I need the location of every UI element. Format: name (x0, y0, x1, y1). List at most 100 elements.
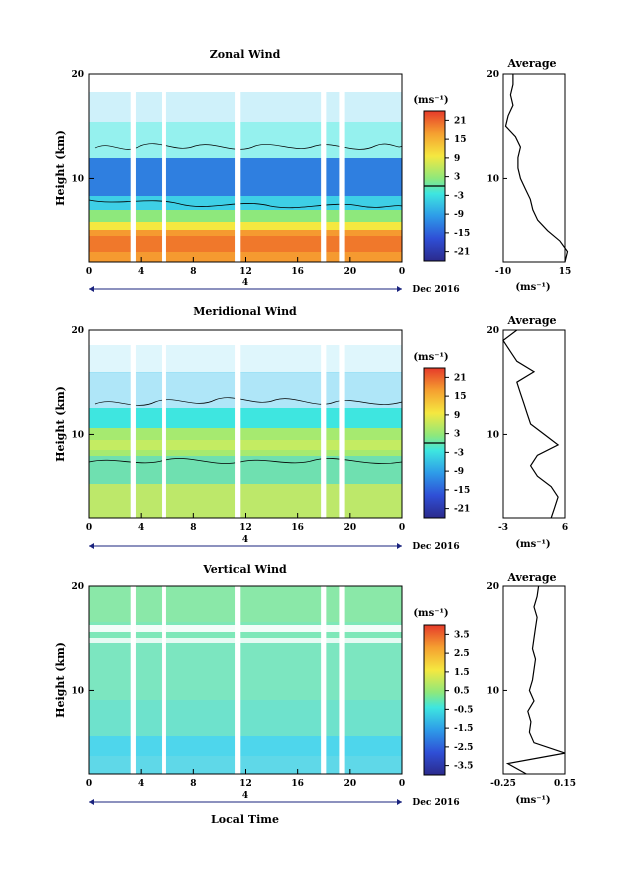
vertical-date-day: 4 (242, 791, 248, 801)
vertical-x-tick-2: 8 (190, 779, 196, 789)
meridional-avg-xlabel: (ms⁻¹) (515, 539, 550, 550)
zonal-plot-area (88, 73, 403, 263)
zonal-x-tick-0: 0 (86, 267, 92, 277)
meridional-cb-tick-1: 15 (454, 392, 467, 402)
meridional-avg-x-ticks: -3 6 (498, 513, 568, 533)
meridional-x-tick-4: 16 (291, 523, 304, 533)
vertical-x-tick-3: 12 (239, 779, 252, 789)
meridional-band-yellowish (89, 440, 402, 450)
meridional-x-ticks: 0 4 8 12 16 20 0 (86, 513, 405, 533)
vertical-plot-area (88, 585, 403, 775)
zonal-avg-y-tick-0: 20 (486, 70, 499, 80)
zonal-cb-tick-6: -15 (454, 229, 470, 239)
zonal-cb-units: (ms⁻¹) (413, 95, 448, 106)
zonal-date-day: 4 (242, 278, 248, 288)
vertical-cb-gradient (423, 624, 446, 776)
zonal-avg-x-ticks: -10 15 (495, 257, 571, 277)
vertical-y-tick-1: 10 (71, 686, 84, 696)
vertical-x-tick-1: 4 (138, 779, 144, 789)
zonal-title: Zonal Wind (210, 48, 281, 61)
vertical-date-label: Dec 2016 (412, 798, 459, 808)
zonal-avg-title: Average (506, 57, 556, 70)
vertical-white-band-2 (89, 638, 402, 643)
zonal-contour (88, 199, 403, 209)
meridional-gap-3 (321, 330, 327, 518)
vertical-white-band-1 (89, 625, 402, 632)
zonal-colorbar: (ms⁻¹) 21 15 9 3 -3 -9 -15 -21 (413, 95, 470, 262)
vertical-avg-xlabel: (ms⁻¹) (515, 795, 550, 806)
meridional-avg-x-tick-1: 6 (562, 523, 568, 533)
meridional-cb-tick-7: -21 (454, 505, 470, 515)
zonal-x-tick-2: 8 (190, 267, 196, 277)
meridional-x-tick-6: 0 (399, 523, 405, 533)
zonal-gap-2 (235, 74, 241, 262)
meridional-cb-tick-3: 3 (454, 430, 460, 440)
meridional-cb-tick-6: -15 (454, 486, 470, 496)
vertical-avg-x-tick-1: 0.15 (554, 779, 576, 789)
meridional-gap-1 (162, 330, 166, 518)
vertical-gap-2 (235, 586, 241, 774)
vertical-band-1 (89, 586, 402, 622)
figure-xlabel: Local Time (211, 813, 279, 826)
vertical-cb-tick-1: 2.5 (454, 649, 470, 659)
zonal-cb-ticks: 21 15 9 3 -3 -9 -15 -21 (445, 116, 470, 258)
vertical-gap-0 (130, 586, 136, 774)
zonal-avg-xlabel: (ms⁻¹) (515, 282, 550, 293)
vertical-x-tick-5: 20 (344, 779, 357, 789)
zonal-gap-3 (321, 74, 327, 262)
vertical-band-2 (89, 640, 402, 700)
zonal-x-tick-1: 4 (138, 267, 144, 277)
meridional-avg-y-tick-0: 20 (486, 326, 499, 336)
meridional-date-axis: 4 Dec 2016 (89, 535, 460, 552)
meridional-x-tick-5: 20 (344, 523, 357, 533)
meridional-cb-tick-0: 21 (454, 373, 467, 383)
vertical-panel: Vertical Wind Height (km) 0 4 8 12 16 20 0 201… (54, 563, 576, 808)
zonal-y-tick-1: 10 (71, 174, 84, 184)
zonal-cb-tick-7: -21 (454, 248, 470, 258)
vertical-date-axis: 4 Dec 2016 (89, 791, 460, 808)
vertical-gap-3 (321, 586, 327, 774)
vertical-x-tick-6: 0 (399, 779, 405, 789)
zonal-date-label: Dec 2016 (412, 285, 459, 295)
zonal-gap-1 (162, 74, 166, 262)
meridional-avg-x-tick-0: -3 (498, 523, 508, 533)
zonal-avg-x-tick-1: 15 (559, 267, 572, 277)
zonal-x-tick-4: 16 (291, 267, 304, 277)
meridional-date-day: 4 (242, 535, 248, 545)
meridional-date-label: Dec 2016 (412, 542, 459, 552)
zonal-avg-x-tick-0: -10 (495, 267, 511, 277)
meridional-cb-tick-2: 9 (454, 411, 460, 421)
meridional-plot-area (88, 329, 403, 519)
zonal-cb-tick-4: -3 (454, 191, 464, 201)
zonal-band-yellow (89, 222, 402, 232)
vertical-avg-y-tick-1: 10 (486, 686, 499, 696)
meridional-colorbar: (ms⁻¹) 21 15 9 3 -3 -9 -15 -21 (413, 352, 470, 519)
meridional-cb-tick-5: -9 (454, 467, 464, 477)
vertical-cb-units: (ms⁻¹) (413, 608, 448, 619)
vertical-gap-1 (162, 586, 166, 774)
vertical-cb-tick-4: -0.5 (454, 705, 473, 715)
zonal-ylabel: Height (km) (54, 130, 67, 206)
vertical-band-3 (89, 700, 402, 740)
vertical-avg-x-tick-0: -0.25 (490, 779, 516, 789)
meridional-gap-0 (130, 330, 136, 518)
zonal-band-blue (89, 158, 402, 198)
meridional-gap-2 (235, 330, 241, 518)
meridional-cb-units: (ms⁻¹) (413, 352, 448, 363)
vertical-cb-tick-5: -1.5 (454, 724, 473, 734)
zonal-sparse-upper (89, 92, 402, 122)
vertical-avg-y-tick-0: 20 (486, 582, 499, 592)
zonal-band-top (89, 122, 402, 158)
vertical-cb-tick-3: 0.5 (454, 687, 470, 697)
meridional-data-gaps (130, 330, 345, 518)
zonal-cb-tick-1: 15 (454, 135, 467, 145)
zonal-x-tick-6: 0 (399, 267, 405, 277)
zonal-gap-4 (339, 74, 345, 262)
vertical-cb-tick-2: 1.5 (454, 668, 470, 678)
